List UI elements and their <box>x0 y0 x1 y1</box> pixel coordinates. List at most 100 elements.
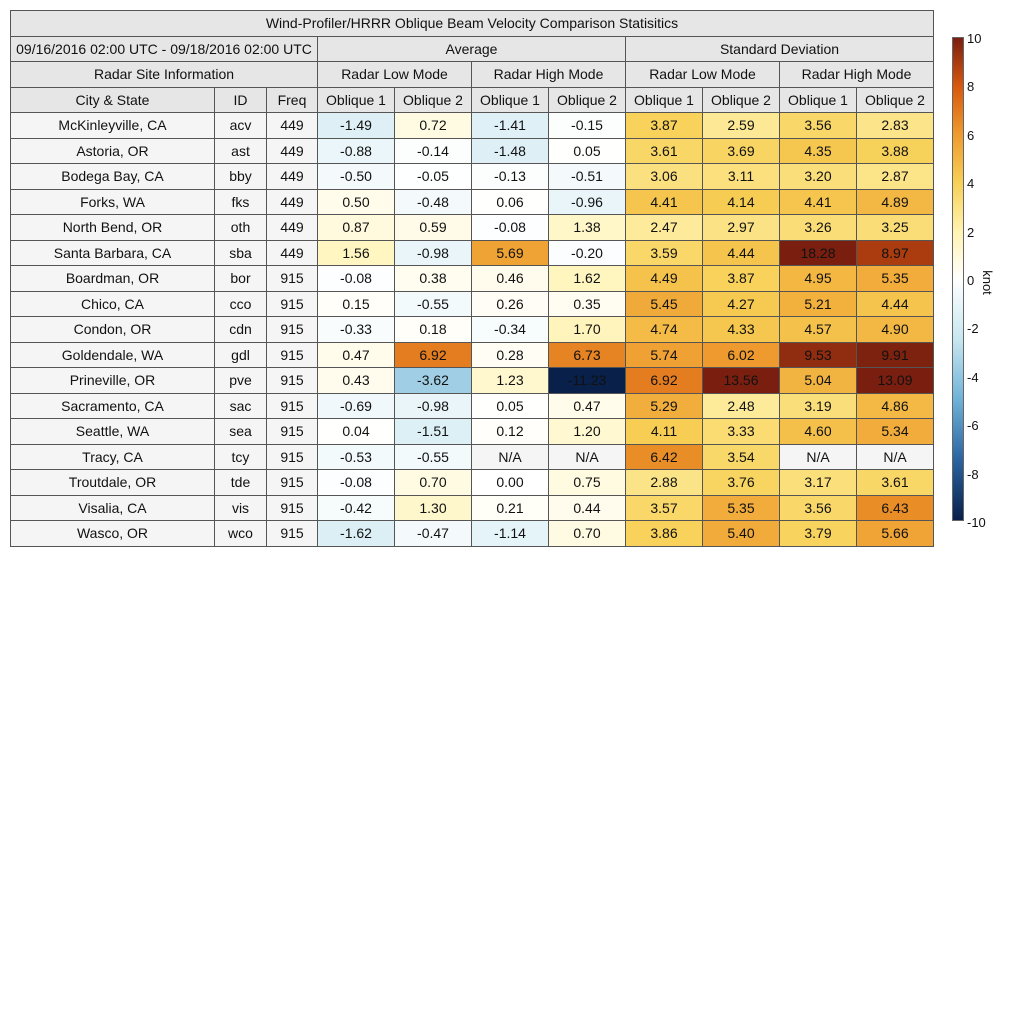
value-cell: 4.49 <box>625 265 703 292</box>
site-freq: 449 <box>266 239 318 266</box>
value-cell: 6.42 <box>625 443 703 470</box>
colorbar-tick-label: 8 <box>967 79 975 95</box>
value-cell: -0.42 <box>317 494 395 521</box>
value-cell: 4.33 <box>702 316 780 343</box>
value-cell: -1.51 <box>394 418 472 445</box>
value-cell: 5.69 <box>471 239 549 266</box>
value-cell: 4.60 <box>779 418 857 445</box>
value-cell: 0.70 <box>548 520 626 547</box>
value-cell: 3.56 <box>779 112 857 139</box>
table-row: Boardman, OR bor 915 -0.08 0.38 0.46 1.62 4.49 3… <box>10 265 934 292</box>
value-cell: 0.05 <box>548 137 626 164</box>
table-row: Wasco, OR wco 915 -1.62 -0.47 -1.14 0.70 3.86 5.… <box>10 520 934 547</box>
value-cell: 4.41 <box>625 188 703 215</box>
value-cell: -0.88 <box>317 137 395 164</box>
table-row: Tracy, CA tcy 915 -0.53 -0.55 N/A N/A 6.42 3.54 N… <box>10 443 934 470</box>
value-cell: 4.44 <box>702 239 780 266</box>
value-cell: 1.38 <box>548 214 626 241</box>
value-cell: 0.47 <box>317 341 395 368</box>
value-cell: 0.05 <box>471 392 549 419</box>
value-cell: 3.20 <box>779 163 857 190</box>
value-cell: 3.87 <box>702 265 780 292</box>
value-cell: 3.33 <box>702 418 780 445</box>
site-city: Boardman, OR <box>10 265 215 292</box>
value-cell: -3.62 <box>394 367 472 394</box>
value-cell: 4.14 <box>702 188 780 215</box>
value-cell: 4.74 <box>625 316 703 343</box>
site-freq: 915 <box>266 418 318 445</box>
beam-header: Oblique 2 <box>702 86 780 113</box>
value-cell: 0.12 <box>471 418 549 445</box>
site-id: bby <box>214 163 267 190</box>
value-cell: 0.44 <box>548 494 626 521</box>
table-row: Astoria, OR ast 449 -0.88 -0.14 -1.48 0.05 3.61… <box>10 137 934 164</box>
site-freq: 915 <box>266 392 318 419</box>
value-cell: 3.69 <box>702 137 780 164</box>
chart-title: Wind-Profiler/HRRR Oblique Beam Velocity… <box>10 10 934 37</box>
value-cell: 2.87 <box>856 163 934 190</box>
value-cell: 0.46 <box>471 265 549 292</box>
colorbar-tick-label: -8 <box>967 466 979 482</box>
site-freq: 449 <box>266 188 318 215</box>
value-cell: 0.21 <box>471 494 549 521</box>
value-cell: N/A <box>779 443 857 470</box>
site-id: tde <box>214 469 267 496</box>
value-cell: 2.97 <box>702 214 780 241</box>
table-row: North Bend, OR oth 449 0.87 0.59 -0.08 1.38 2.4… <box>10 214 934 241</box>
colorbar-tick-label: 0 <box>967 273 975 288</box>
value-cell: 5.40 <box>702 520 780 547</box>
value-cell: 4.11 <box>625 418 703 445</box>
value-cell: 4.86 <box>856 392 934 419</box>
column-header-freq: Freq <box>266 86 318 113</box>
site-freq: 915 <box>266 469 318 496</box>
value-cell: N/A <box>856 443 934 470</box>
value-cell: 3.87 <box>625 112 703 139</box>
colorbar-tick-label: -6 <box>967 418 979 434</box>
value-cell: 3.56 <box>779 494 857 521</box>
value-cell: 0.00 <box>471 469 549 496</box>
value-cell: 0.87 <box>317 214 395 241</box>
site-info-header: Radar Site Information <box>10 61 318 88</box>
value-cell: -1.48 <box>471 137 549 164</box>
site-freq: 915 <box>266 367 318 394</box>
value-cell: -0.15 <box>548 112 626 139</box>
site-city: Astoria, OR <box>10 137 215 164</box>
value-cell: 0.35 <box>548 290 626 317</box>
site-id: cdn <box>214 316 267 343</box>
site-city: Wasco, OR <box>10 520 215 547</box>
value-cell: -1.14 <box>471 520 549 547</box>
colorbar-tick-label: 2 <box>967 224 975 240</box>
colorbar-tick-label: 6 <box>967 127 975 143</box>
value-cell: -0.69 <box>317 392 395 419</box>
site-freq: 915 <box>266 316 318 343</box>
value-cell: 1.56 <box>317 239 395 266</box>
value-cell: 3.19 <box>779 392 857 419</box>
site-city: Condon, OR <box>10 316 215 343</box>
value-cell: 2.47 <box>625 214 703 241</box>
value-cell: 3.11 <box>702 163 780 190</box>
mode-header: Radar Low Mode <box>625 61 780 88</box>
value-cell: 5.34 <box>856 418 934 445</box>
site-city: McKinleyville, CA <box>10 112 215 139</box>
value-cell: 9.53 <box>779 341 857 368</box>
value-cell: 0.04 <box>317 418 395 445</box>
value-cell: 4.95 <box>779 265 857 292</box>
value-cell: 1.20 <box>548 418 626 445</box>
value-cell: 0.26 <box>471 290 549 317</box>
colorbar-tick-label: -10 <box>967 515 986 530</box>
value-cell: -0.14 <box>394 137 472 164</box>
value-cell: -0.50 <box>317 163 395 190</box>
value-cell: 4.90 <box>856 316 934 343</box>
value-cell: 3.54 <box>702 443 780 470</box>
value-cell: 5.35 <box>856 265 934 292</box>
value-cell: 0.75 <box>548 469 626 496</box>
colorbar-tick-label: -2 <box>967 321 979 337</box>
mode-header: Radar High Mode <box>471 61 626 88</box>
value-cell: 5.45 <box>625 290 703 317</box>
site-id: fks <box>214 188 267 215</box>
site-city: North Bend, OR <box>10 214 215 241</box>
beam-header: Oblique 2 <box>394 86 472 113</box>
table-row: Sacramento, CA sac 915 -0.69 -0.98 0.05 0.47 5.… <box>10 392 934 419</box>
value-cell: -0.55 <box>394 443 472 470</box>
site-id: bor <box>214 265 267 292</box>
